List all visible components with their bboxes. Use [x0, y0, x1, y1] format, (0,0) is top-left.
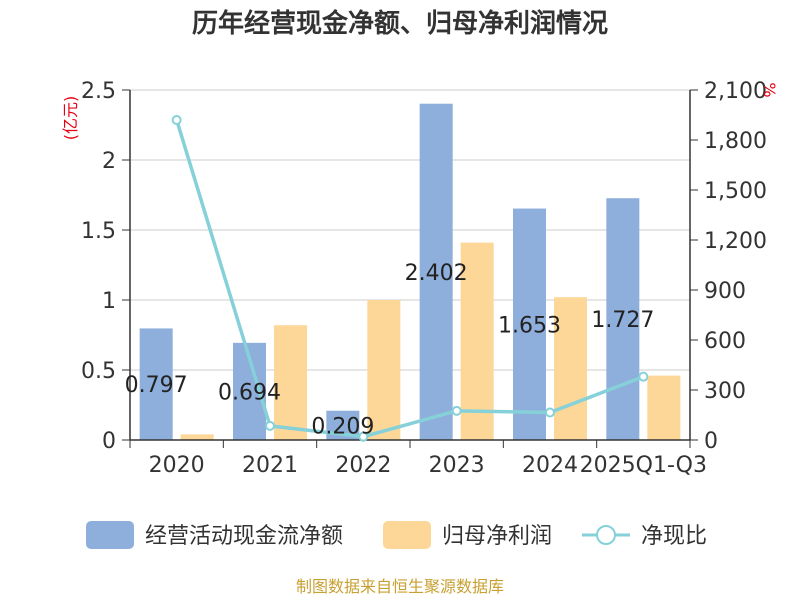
- bar-net-profit-2: [367, 300, 401, 440]
- left-tick-label-5: 2.5: [81, 79, 116, 104]
- bar-net-profit-4: [554, 297, 587, 440]
- ratio-point-3: [451, 405, 462, 416]
- ratio-polyline: [174, 119, 644, 439]
- bar-net-profit-5: [647, 375, 681, 440]
- legend-label-net-profit: 归母净利润: [442, 524, 552, 549]
- ratio-point-0: [171, 115, 182, 125]
- ratio-point-2: [358, 431, 369, 442]
- data-labels: 0.797 0.694 0.209 2.402 1.653 1.727: [125, 261, 655, 440]
- chart-title: 历年经营现金净额、归母净利润情况: [192, 8, 608, 39]
- ratio-line: [171, 115, 649, 442]
- right-tick-label-7: 2,100: [704, 79, 767, 104]
- left-tick-label-2: 1: [102, 289, 116, 314]
- source-note: 制图数据来自恒生聚源数据库: [296, 577, 504, 596]
- x-tick-label-4: 2024: [522, 453, 578, 478]
- right-tick-label-1: 300: [704, 379, 746, 404]
- ratio-point-5: [638, 371, 649, 382]
- data-label-cashflow-5: 1.727: [591, 308, 654, 333]
- x-tick-label-0: 2020: [149, 453, 205, 478]
- legend-label-ratio: 净现比: [641, 524, 707, 549]
- legend: 经营活动现金流净额 归母净利润 净现比: [86, 521, 707, 549]
- right-tick-label-6: 1,800: [704, 129, 767, 154]
- right-tick-label-0: 0: [704, 429, 718, 454]
- legend-marker-ratio: [596, 525, 616, 545]
- bar-net-profit-0: [180, 434, 214, 440]
- data-label-cashflow-2: 0.209: [311, 414, 374, 439]
- right-tick-label-3: 900: [704, 279, 746, 304]
- right-tick-label-2: 600: [704, 329, 746, 354]
- data-label-cashflow-0: 0.797: [125, 373, 188, 398]
- left-axis-unit: (亿元): [61, 96, 80, 141]
- x-tick-label-5: 2025Q1-Q3: [580, 453, 707, 478]
- bar-net-profit-3: [460, 242, 494, 440]
- right-tick-label-4: 1,200: [704, 229, 767, 254]
- data-label-cashflow-3: 2.402: [405, 261, 468, 286]
- right-axis-unit: %: [760, 82, 779, 97]
- x-tick-label-1: 2021: [242, 453, 298, 478]
- right-tick-label-5: 1,500: [704, 179, 767, 204]
- left-tick-label-3: 1.5: [81, 219, 116, 244]
- left-tick-label-1: 0.5: [81, 359, 116, 384]
- ratio-point-1: [265, 420, 275, 431]
- data-label-cashflow-1: 0.694: [218, 380, 281, 405]
- left-tick-label-0: 0: [102, 429, 116, 454]
- left-tick-label-4: 2: [102, 149, 116, 174]
- bars: [139, 103, 681, 440]
- bar-cashflow-4: [513, 208, 546, 440]
- x-tick-label-2: 2022: [335, 453, 391, 478]
- axes: 0 0.5 1 1.5 2 2.5 0 300 600 900 1,200 1,500 1,800 2,1…: [81, 79, 767, 478]
- bar-cashflow-3: [419, 103, 453, 440]
- legend-label-cashflow: 经营活动现金流净额: [145, 524, 343, 549]
- ratio-point-4: [545, 407, 555, 418]
- legend-swatch-net-profit: [383, 521, 431, 549]
- bar-cashflow-0: [139, 328, 173, 440]
- grid-lines: [130, 89, 690, 371]
- legend-swatch-cashflow: [86, 521, 134, 549]
- data-label-cashflow-4: 1.653: [498, 313, 561, 338]
- bar-cashflow-5: [606, 198, 640, 440]
- bar-net-profit-1: [274, 325, 307, 440]
- x-tick-label-3: 2023: [429, 453, 485, 478]
